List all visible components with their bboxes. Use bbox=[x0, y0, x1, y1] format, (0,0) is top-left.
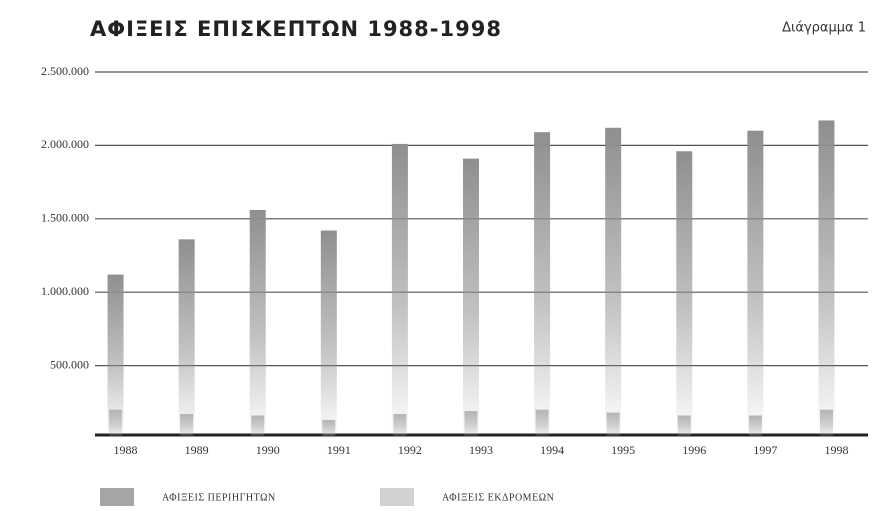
x-tick-label: 1989 bbox=[185, 443, 209, 457]
legend-swatch bbox=[100, 488, 134, 506]
x-tick-label: 1996 bbox=[682, 443, 706, 457]
bar bbox=[320, 230, 337, 439]
x-tick-label: 1993 bbox=[469, 443, 493, 457]
bar bbox=[251, 415, 265, 439]
bar bbox=[180, 414, 194, 439]
bar bbox=[677, 415, 691, 439]
y-tick-label: 1.000.000 bbox=[41, 284, 89, 298]
x-tick-label: 1994 bbox=[540, 443, 564, 457]
bar bbox=[322, 419, 336, 439]
x-tick-label: 1992 bbox=[398, 443, 422, 457]
x-tick-label: 1991 bbox=[327, 443, 351, 457]
bar bbox=[393, 414, 407, 439]
x-tick-label: 1998 bbox=[824, 443, 848, 457]
bar bbox=[747, 130, 764, 439]
x-tick-label: 1997 bbox=[753, 443, 777, 457]
bar bbox=[534, 132, 551, 440]
legend-label: ΑΦΙΞΕΙΣ ΠΕΡΙΗΓΗΤΩΝ bbox=[162, 492, 276, 503]
bar bbox=[606, 412, 620, 439]
bar bbox=[748, 415, 762, 439]
bar bbox=[178, 239, 195, 439]
bar bbox=[605, 127, 622, 439]
bar bbox=[676, 151, 693, 439]
bar bbox=[391, 143, 408, 439]
y-tick-label: 2.500.000 bbox=[41, 64, 89, 78]
bar bbox=[535, 409, 549, 439]
chart-title: ΑΦΙΞΕΙΣ ΕΠΙΣΚΕΠΤΩΝ 1988-1998 bbox=[90, 17, 502, 41]
x-tick-label: 1988 bbox=[114, 443, 138, 457]
bar bbox=[109, 409, 123, 439]
bar bbox=[107, 274, 124, 439]
y-tick-label: 500.000 bbox=[50, 357, 89, 371]
bar bbox=[464, 411, 478, 439]
x-tick-label: 1990 bbox=[256, 443, 280, 457]
chart-subtitle: Διάγραμμα 1 bbox=[782, 21, 866, 36]
legend-label: ΑΦΙΞΕΙΣ ΕΚΔΡΟΜΕΩΝ bbox=[442, 492, 554, 503]
legend-swatch bbox=[380, 488, 414, 506]
bar bbox=[463, 158, 479, 439]
y-tick-label: 2.000.000 bbox=[41, 137, 89, 151]
bar bbox=[819, 409, 833, 439]
bar bbox=[249, 209, 266, 439]
bar bbox=[818, 120, 835, 439]
x-tick-label: 1995 bbox=[611, 443, 635, 457]
y-tick-label: 1.500.000 bbox=[41, 211, 89, 225]
